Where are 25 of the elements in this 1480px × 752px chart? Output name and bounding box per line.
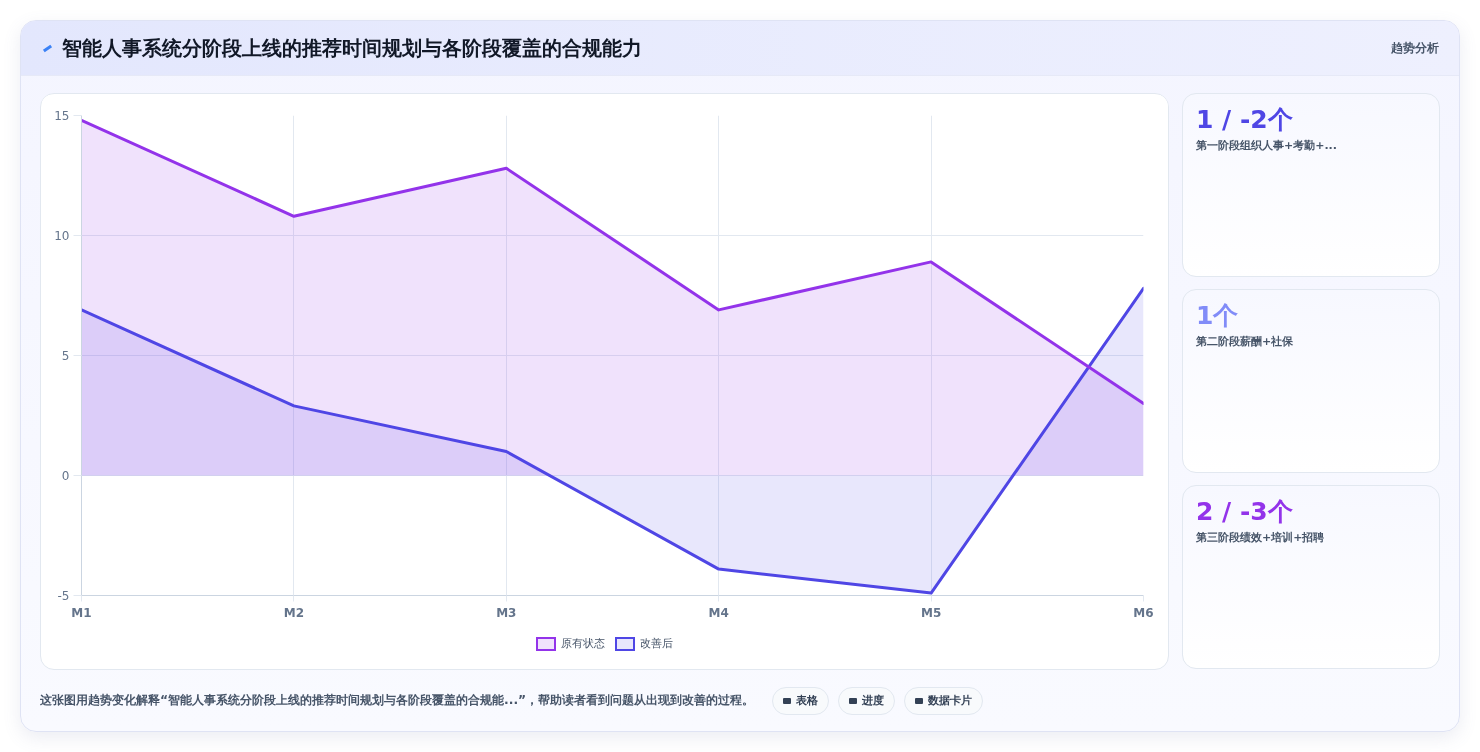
text: 第一阶段组织人事+考勤+... xyxy=(1196,138,1338,154)
x-tick-label: M6 xyxy=(1133,605,1154,620)
text: 第三阶段绩效+培训+招聘 xyxy=(1196,530,1326,546)
text: 表格 xyxy=(772,687,830,715)
legend-label: 原有状态 xyxy=(560,636,605,652)
text: 趋势分析 xyxy=(1391,39,1439,57)
text: 1 / -2个 xyxy=(1196,104,1294,136)
legend-label: 改善后 xyxy=(639,636,673,652)
text: 这张图用趋势变化解释“智能人事系统分阶段上线的推荐时间规划与各阶段覆盖的合规能...”，帮助读者看到问题从出现到改善的过程。 xyxy=(40,692,755,710)
x-tick-label: M3 xyxy=(496,605,517,620)
y-tick-label: 5 xyxy=(61,349,70,363)
text: 2 / -3个 xyxy=(1196,496,1294,528)
chart-title: 智能人事系统分阶段上线的推荐时间规划与各阶段覆盖的合规能力 xyxy=(62,35,642,63)
text: 进度 xyxy=(838,687,896,715)
y-tick-label: 10 xyxy=(54,229,70,243)
text: 第二阶段薪酬+社保 xyxy=(1196,334,1295,350)
y-tick-label: 15 xyxy=(54,109,70,123)
text: 1个 xyxy=(1196,300,1240,332)
x-tick-label: M1 xyxy=(71,605,92,620)
x-tick-label: M5 xyxy=(920,605,942,620)
y-tick-label: -5 xyxy=(57,589,70,603)
x-tick-label: M2 xyxy=(283,605,305,620)
y-tick-label: 0 xyxy=(61,469,70,483)
x-tick-label: M4 xyxy=(708,605,729,620)
text: 数据卡片 xyxy=(904,687,984,715)
